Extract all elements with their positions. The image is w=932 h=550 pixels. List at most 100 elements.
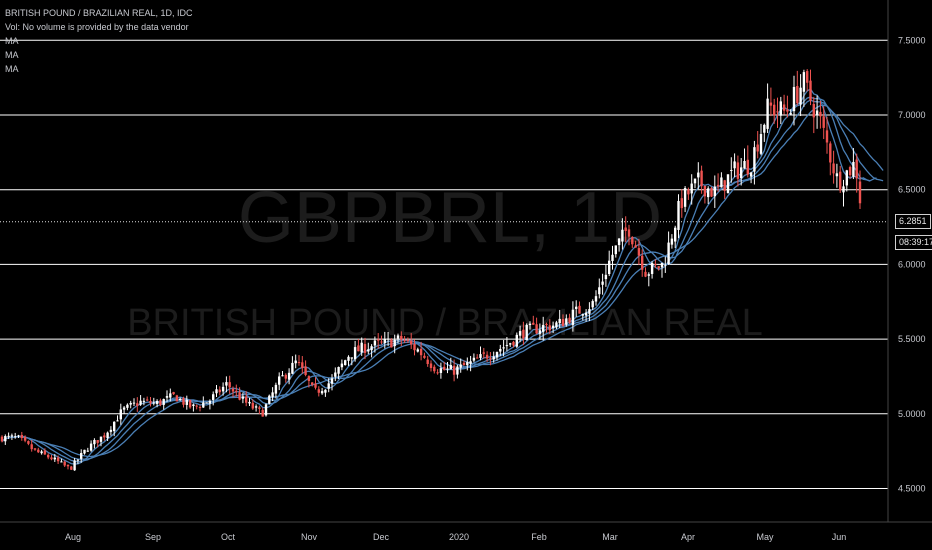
candle-body [149, 401, 152, 404]
candle-body [162, 399, 165, 405]
candle-body [829, 143, 832, 163]
candle-body [697, 172, 700, 178]
price-scale[interactable]: 7.5000 7.0000 6.5000 6.0000 5.5000 5.0000 4.50… [887, 0, 926, 522]
candle-body [390, 339, 393, 348]
candle-body [192, 404, 195, 407]
candle-body [489, 358, 492, 360]
candle-body [799, 87, 802, 105]
candle-body [825, 130, 829, 143]
candle-body [476, 357, 479, 359]
candle-body [647, 274, 650, 276]
candle-body [591, 301, 594, 308]
candle-body [456, 366, 459, 375]
candle-body [439, 368, 443, 373]
candle-body [73, 460, 76, 471]
candle-body [832, 163, 835, 174]
candle-body [294, 360, 297, 364]
candle-body [33, 448, 37, 450]
candle-body [660, 262, 664, 268]
time-tick-label: Sep [145, 532, 161, 542]
candle-body [271, 392, 274, 398]
candle-body [225, 382, 228, 386]
candle-body [357, 345, 360, 352]
time-tick-label: Jun [832, 532, 847, 542]
ma-label-1[interactable]: MA [5, 36, 19, 46]
candle-body [416, 349, 419, 352]
candle-body [208, 400, 212, 404]
ma-label-2[interactable]: MA [5, 50, 19, 60]
price-tick-label: 4.5000 [898, 484, 926, 494]
candle-body [231, 388, 235, 392]
candle-body [43, 450, 47, 455]
candle-body [136, 403, 139, 406]
candle-body [251, 402, 254, 409]
candle-body [324, 389, 327, 393]
candle-body [650, 262, 654, 274]
candle-body [495, 352, 499, 358]
candle-body [710, 188, 713, 197]
candle-body [106, 432, 109, 439]
candle-body [248, 401, 251, 404]
candle-body [716, 184, 720, 187]
candle-body [756, 144, 759, 152]
candle-body [631, 237, 634, 245]
candle-body [584, 312, 588, 316]
candle-body [20, 434, 23, 439]
candle-body [7, 435, 10, 437]
candle-body [598, 287, 601, 295]
candle-body [499, 348, 502, 352]
candle-body [37, 449, 40, 453]
candle-body [169, 393, 172, 398]
candle-body [449, 365, 452, 370]
candle-body [627, 229, 631, 237]
candle-body [287, 372, 291, 380]
candle-body [542, 325, 545, 332]
candle-body [146, 399, 149, 401]
candle-body [386, 338, 390, 340]
candle-body [812, 104, 815, 118]
candle-body [773, 104, 776, 116]
candle-body [852, 161, 855, 177]
candle-body [314, 383, 317, 388]
candle-body [370, 346, 373, 351]
candle-body [10, 435, 14, 437]
candle-body [103, 435, 106, 438]
candle-body [4, 436, 7, 442]
candle-body [664, 264, 667, 266]
time-scale[interactable]: Aug Sep Oct Nov Dec 2020 Feb Mar Apr May Jun [0, 521, 932, 542]
candle-body [40, 451, 43, 454]
candle-body [614, 245, 617, 255]
time-tick-label: Oct [221, 532, 236, 542]
candle-body [116, 420, 119, 422]
candle-body [284, 374, 287, 379]
candle-body [835, 173, 839, 177]
candle-body [469, 361, 472, 364]
candle-body [254, 406, 258, 408]
candle-body [363, 344, 367, 353]
candle-body [301, 362, 304, 368]
candle-body [839, 171, 842, 191]
candle-body [538, 330, 542, 334]
candle-body [482, 352, 485, 354]
symbol-title[interactable]: BRITISH POUND / BRAZILIAN REAL, 1D, IDC [5, 8, 193, 18]
candle-body [766, 98, 769, 129]
time-tick-label: Feb [531, 532, 547, 542]
candle-body [304, 366, 307, 375]
candle-body [347, 356, 350, 361]
candle-body [568, 317, 571, 323]
candle-body [733, 161, 736, 169]
candle-body [50, 457, 53, 460]
candle-body [182, 398, 185, 405]
candle-body [746, 159, 749, 175]
ma-label-3[interactable]: MA [5, 64, 19, 74]
candle-body [129, 402, 132, 405]
candle-body [802, 72, 806, 92]
candle-body [241, 396, 245, 399]
candle-body [806, 71, 809, 83]
candle-body [185, 399, 188, 405]
candle-body [383, 338, 386, 344]
candle-body [763, 124, 766, 133]
price-tick-label: 7.0000 [898, 110, 926, 120]
candle-body [515, 334, 518, 347]
